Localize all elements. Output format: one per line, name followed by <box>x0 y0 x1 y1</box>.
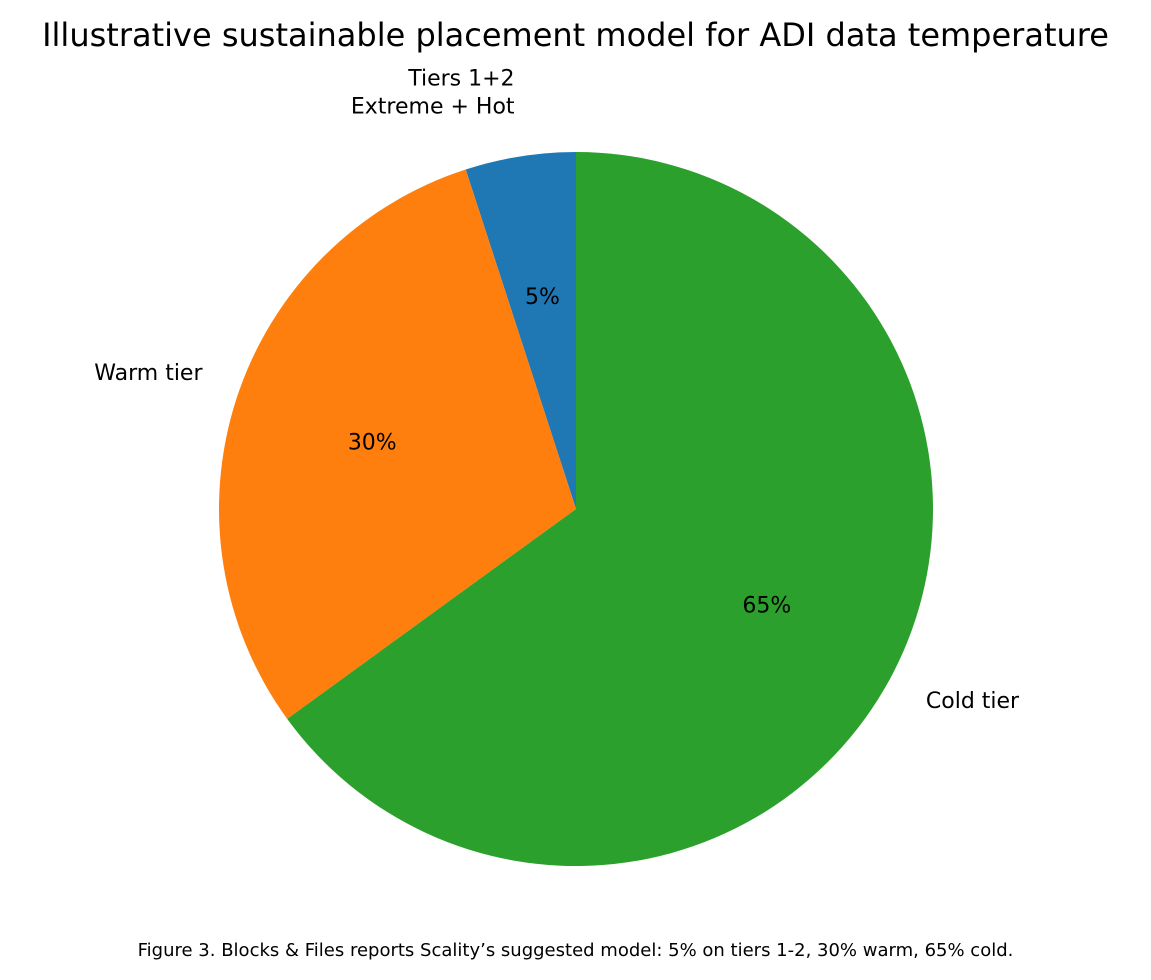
slice-category-label-0: Tiers 1+2 Extreme + Hot <box>351 67 515 120</box>
slice-percent-label-1: 30% <box>348 430 397 455</box>
pie-slice-1 <box>218 169 576 719</box>
slice-category-label-1: Warm tier <box>94 361 203 386</box>
slice-category-label-line: Warm tier <box>94 361 203 386</box>
slice-category-label-line: Tiers 1+2 <box>407 67 514 92</box>
pie-slice-0 <box>465 152 576 509</box>
slice-percent-label-0: 5% <box>525 285 560 310</box>
slice-category-label-line: Extreme + Hot <box>351 95 515 120</box>
slice-percent-label-2: 65% <box>742 594 791 619</box>
figure-caption: Figure 3. Blocks & Files reports Scality… <box>138 940 1014 961</box>
slice-category-label-2: Cold tier <box>926 689 1020 714</box>
pie-labels: 5% Tiers 1+2 Extreme + Hot 30% Warm tier 65% C… <box>94 67 1020 714</box>
slice-category-label-line: Cold tier <box>926 689 1020 714</box>
pie-slices <box>218 152 933 866</box>
pie-slice-2 <box>287 152 933 866</box>
chart-title: Illustrative sustainable placement model… <box>42 16 1109 54</box>
